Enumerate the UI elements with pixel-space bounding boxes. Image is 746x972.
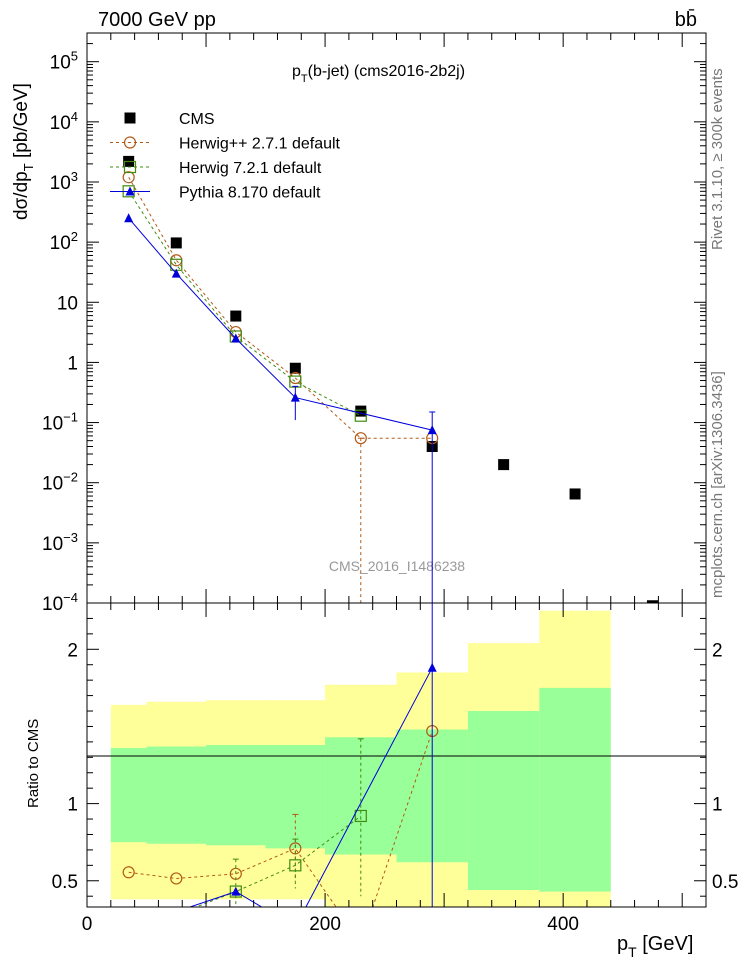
green-band-2 xyxy=(206,744,266,846)
herwig-7-2-1-default-point xyxy=(123,914,134,925)
y-tick-label: 103 xyxy=(50,169,78,194)
y-tick-label: 104 xyxy=(50,109,78,134)
green-band-7 xyxy=(539,687,611,892)
herwig-7-2-1-default-line xyxy=(128,191,362,417)
herwig-7-2-1-default-point xyxy=(229,885,242,898)
y-tick-label: 10−4 xyxy=(42,590,78,615)
legend-item-herwig-2-7-1-default-label: Herwig++ 2.7.1 default xyxy=(179,136,341,153)
pythia-8-170-default-point xyxy=(171,268,181,278)
pythia-8-170-default-point xyxy=(231,886,241,896)
ratio-y-tick-label: 2 xyxy=(67,640,78,661)
pythia-8-170-default-line xyxy=(128,217,433,431)
legend-item-cms-label: CMS xyxy=(179,111,215,128)
cms-point xyxy=(498,459,510,471)
herwig-2-7-1-default-line xyxy=(128,176,433,439)
ratio-y-tick-label-right: 0.5 xyxy=(712,872,738,893)
green-band-1 xyxy=(146,746,207,844)
x-axis-label: pT [GeV] xyxy=(617,933,693,960)
analysis-watermark: CMS_2016_I1486238 xyxy=(329,558,465,574)
y-tick-label: 10−1 xyxy=(42,410,78,435)
ratio-y-axis-label: Ratio to CMS xyxy=(25,719,42,808)
herwig-7-2-1-default-point xyxy=(354,809,367,823)
mcplots-label: mcplots.cern.ch [arXiv:1306.3436] xyxy=(709,371,726,598)
pythia-8-170-default-point xyxy=(231,333,241,343)
cms-point xyxy=(170,237,182,249)
herwig-2-7-1-default-point xyxy=(170,872,183,885)
herwig-2-7-1-default-point xyxy=(355,937,366,948)
y-tick-label: 105 xyxy=(50,49,78,74)
green-band-3 xyxy=(265,744,326,849)
herwig-7-2-1-default-point xyxy=(171,909,182,920)
x-tick-label: 0 xyxy=(82,914,93,935)
legend-item-cms-marker xyxy=(124,112,136,124)
herwig-2-7-1-default-point xyxy=(122,171,135,184)
x-tick-label: 400 xyxy=(547,914,579,935)
ratio-y-tick-label-right: 1 xyxy=(712,795,723,816)
cms-point xyxy=(289,362,301,374)
y-tick-label: 1 xyxy=(67,353,78,374)
herwig-2-7-1-default-point xyxy=(122,866,135,879)
legend-item-herwig-7-2-1-default: Herwig 7.2.1 default xyxy=(110,160,322,177)
ratio-y-tick-label: 0.5 xyxy=(52,872,78,893)
pythia-8-170-default-point xyxy=(291,922,300,931)
process-label: bb̄ xyxy=(675,8,697,31)
pythia-8-170-default-point xyxy=(176,906,177,907)
legend-item-pythia-8-170-default-marker xyxy=(125,186,135,196)
pythia-8-170-default-point xyxy=(124,213,134,223)
cms-point xyxy=(230,310,242,322)
plot-title: pT(b-jet) (cms2016-2b2j) xyxy=(292,63,465,85)
rivet-label: Rivet 3.1.10, ≥ 300k events xyxy=(709,68,726,250)
legend: CMS Herwig++ 2.7.1 default Herwig 7.2.1 de… xyxy=(110,111,341,202)
herwig-7-2-1-default-point xyxy=(354,409,367,422)
herwig-7-2-1-default-line xyxy=(194,815,362,907)
y-tick-label: 102 xyxy=(50,229,78,254)
y-tick-label: 10 xyxy=(57,293,78,314)
herwig-2-7-1-default-line xyxy=(128,730,433,907)
ratio-y-tick-label-right: 2 xyxy=(712,640,723,661)
y-tick-label: 10−2 xyxy=(42,470,78,495)
green-band-0 xyxy=(110,748,147,843)
herwig-7-2-1-default-point xyxy=(289,859,302,872)
pythia-8-170-default-point xyxy=(124,936,133,945)
ratio-y-tick-label: 1 xyxy=(67,795,78,816)
cms-point xyxy=(646,600,658,603)
pythia-8-170-default-point xyxy=(290,392,300,402)
legend-item-herwig-7-2-1-default-marker xyxy=(123,160,137,174)
legend-item-herwig-7-2-1-default-label: Herwig 7.2.1 default xyxy=(179,160,322,177)
pythia-8-170-default-point xyxy=(427,662,437,672)
cms-point xyxy=(569,488,581,500)
legend-item-pythia-8-170-default: Pythia 8.170 default xyxy=(110,185,321,202)
cms-point xyxy=(355,405,367,417)
energy-label: 7000 GeV pp xyxy=(98,9,216,31)
main-y-axis-label: dσ/dpT [pb/GeV] xyxy=(11,83,36,220)
legend-item-cms: CMS xyxy=(124,111,215,128)
y-tick-label: 10−3 xyxy=(42,530,78,555)
legend-item-herwig-2-7-1-default: Herwig++ 2.7.1 default xyxy=(110,136,341,153)
x-tick-label: 200 xyxy=(309,914,341,935)
legend-item-pythia-8-170-default-label: Pythia 8.170 default xyxy=(179,185,321,202)
herwig-2-7-1-default-point xyxy=(354,432,367,445)
legend-item-herwig-2-7-1-default-marker xyxy=(123,136,137,149)
pythia-8-170-default-point xyxy=(427,425,437,435)
green-band-6 xyxy=(467,711,540,891)
